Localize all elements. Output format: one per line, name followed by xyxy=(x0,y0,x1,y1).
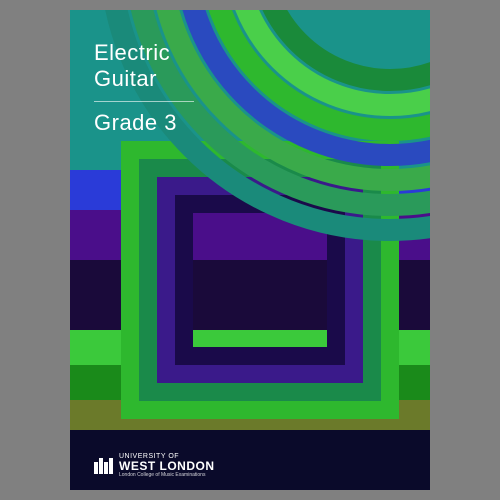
logo-mark-icon xyxy=(94,458,113,474)
book-cover: Electric Guitar Grade 3 UNIVERSITY OF WE… xyxy=(70,10,430,490)
title-line-2: Guitar xyxy=(94,66,194,92)
title-line-1: Electric xyxy=(94,40,194,66)
logo-text: UNIVERSITY OF WEST LONDON London College… xyxy=(119,453,215,478)
title-divider xyxy=(94,101,194,102)
logo-sub-text: London College of Music Examinations xyxy=(119,473,215,478)
title-block: Electric Guitar Grade 3 xyxy=(94,40,194,136)
university-logo: UNIVERSITY OF WEST LONDON London College… xyxy=(94,453,215,478)
grade-label: Grade 3 xyxy=(94,110,194,136)
logo-main-text: WEST LONDON xyxy=(119,460,215,472)
